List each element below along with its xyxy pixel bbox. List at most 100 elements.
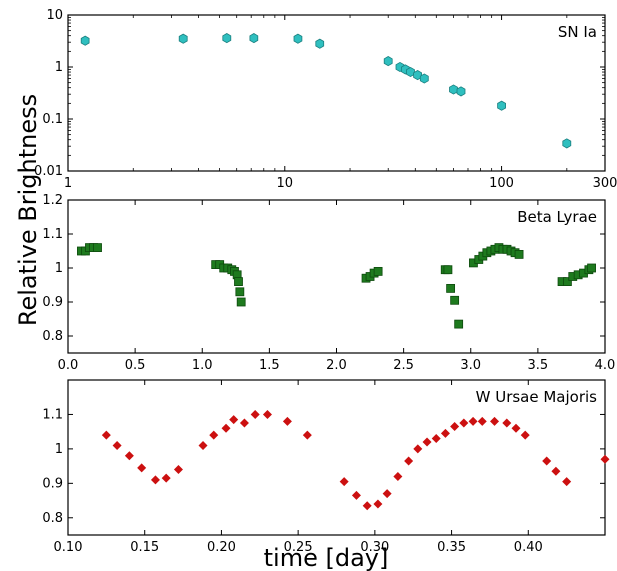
y-tick-label: 0.9 xyxy=(42,476,63,491)
plot-frame xyxy=(67,14,606,172)
data-point xyxy=(514,249,524,259)
data-point xyxy=(282,416,292,426)
data-point xyxy=(459,418,469,428)
x-tick-label: 2.0 xyxy=(326,358,347,373)
data-point xyxy=(563,277,572,287)
panel-label: W Ursae Majoris xyxy=(476,388,598,406)
data-point xyxy=(112,440,122,450)
data-point xyxy=(373,266,383,276)
data-point xyxy=(562,477,572,487)
x-tick-label: 0.40 xyxy=(514,540,543,555)
y-tick-label: 1.1 xyxy=(42,407,63,422)
x-tick-label: 1.0 xyxy=(192,358,213,373)
x-tick-label: 0.25 xyxy=(284,540,313,555)
x-tick-label: 2.5 xyxy=(393,358,414,373)
data-point xyxy=(511,423,521,433)
data-point xyxy=(393,471,403,481)
y-tick-label: 1.1 xyxy=(42,227,63,242)
data-point xyxy=(542,456,552,466)
data-point xyxy=(222,33,232,44)
data-point xyxy=(600,454,610,464)
y-tick-label: 10 xyxy=(46,8,63,23)
data-point xyxy=(221,423,231,433)
data-point xyxy=(404,456,414,466)
panel-2: 0.0 0.5 1.0 1.5 2.0 2.5 3.0 3.5 4.0 0.8 0.9 1 1.1 1.2… xyxy=(42,193,615,373)
x-tick-label: 0.0 xyxy=(58,358,79,373)
panels: 1 10 100 300 0.01 0.1 1 10 SN Ia 0.0 0.5 1.0 1.5 2.0 2… xyxy=(34,8,617,555)
data-point xyxy=(450,422,460,431)
x-tick-label: 0.30 xyxy=(360,540,389,555)
x-tick-label: 300 xyxy=(593,176,617,191)
data-point xyxy=(250,409,260,419)
data-point xyxy=(382,489,392,499)
data-point xyxy=(413,70,423,81)
data-point xyxy=(93,243,102,253)
panel-label: SN Ia xyxy=(558,23,597,41)
data-point xyxy=(450,295,460,305)
data-point xyxy=(339,477,349,487)
data-point xyxy=(235,287,245,297)
x-tick-label: 100 xyxy=(489,176,514,191)
data-point xyxy=(249,33,259,44)
panel-3: 0.10 0.15 0.20 0.25 0.30 0.35 0.40 0.8 0.9 1 1.1 W … xyxy=(42,379,610,555)
x-tick-label: 0.35 xyxy=(437,540,466,555)
data-point xyxy=(406,66,415,78)
data-point xyxy=(209,430,219,440)
data-point xyxy=(449,84,458,95)
y-axis-label: Relative Brightness xyxy=(14,94,42,326)
y-tick-label: 0.9 xyxy=(42,295,63,310)
data-point xyxy=(80,35,90,46)
y-tick-label: 1 xyxy=(55,442,63,457)
x-tick-label: 4.0 xyxy=(595,358,616,373)
y-tick-label: 0.01 xyxy=(34,164,63,179)
data-point xyxy=(443,265,453,275)
y-tick-label: 1 xyxy=(55,261,63,276)
x-tick-label: 3.5 xyxy=(528,358,549,373)
data-point xyxy=(293,33,303,44)
data-point xyxy=(198,440,208,450)
data-point xyxy=(173,465,183,475)
x-tick-label: 0.5 xyxy=(125,358,146,373)
data-point xyxy=(150,475,160,485)
data-point xyxy=(351,490,361,500)
data-point xyxy=(454,319,464,329)
x-tick-label: 1 xyxy=(64,176,72,191)
data-point xyxy=(419,73,429,84)
x-tick-label: 10 xyxy=(277,176,294,191)
data-point xyxy=(431,434,441,444)
y-tick-label: 0.8 xyxy=(42,329,63,344)
data-point xyxy=(422,437,432,447)
data-point xyxy=(440,428,450,438)
data-point xyxy=(161,473,171,483)
data-point xyxy=(562,138,572,149)
data-point xyxy=(373,499,383,509)
data-point xyxy=(497,100,507,111)
y-tick-label: 1.2 xyxy=(42,193,63,208)
x-tick-label: 1.5 xyxy=(259,358,280,373)
data-point xyxy=(490,416,500,426)
x-tick-label: 0.10 xyxy=(54,540,83,555)
data-point xyxy=(229,415,239,425)
panel-label: Beta Lyrae xyxy=(517,208,597,226)
data-point xyxy=(446,283,456,293)
x-axis-label: time [day] xyxy=(264,544,389,571)
data-point xyxy=(468,416,478,426)
data-point xyxy=(383,56,393,67)
data-point xyxy=(234,277,243,287)
x-tick-label: 3.0 xyxy=(460,358,481,373)
data-point xyxy=(124,451,134,461)
y-tick-label: 0.1 xyxy=(42,112,63,127)
panel-1: 1 10 100 300 0.01 0.1 1 10 SN Ia xyxy=(34,8,617,191)
x-tick-label: 0.15 xyxy=(130,540,159,555)
data-point xyxy=(178,33,188,44)
data-point xyxy=(456,86,466,97)
data-point xyxy=(137,463,147,473)
x-tick-label: 0.20 xyxy=(207,540,236,555)
data-point xyxy=(520,430,530,440)
data-point xyxy=(477,416,487,426)
data-point xyxy=(302,430,312,440)
data-point xyxy=(362,501,372,511)
data-point xyxy=(551,466,561,476)
data-point xyxy=(502,418,512,428)
